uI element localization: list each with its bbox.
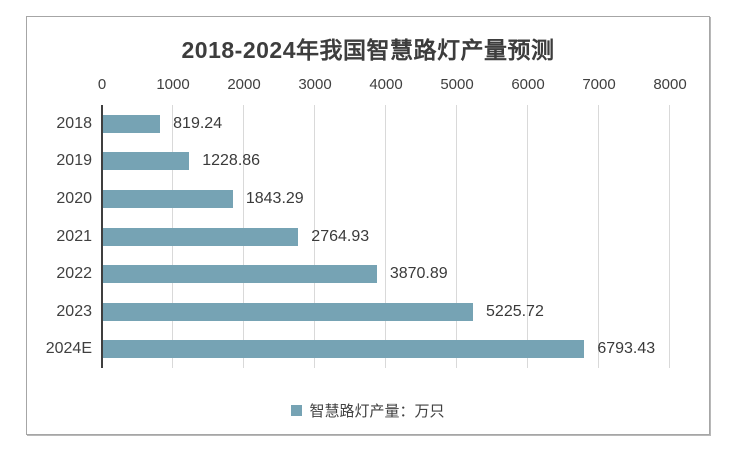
category-label: 2022 (56, 265, 92, 283)
bar-row: 2021 2764.93 (56, 218, 670, 256)
value-label: 1843.29 (245, 189, 304, 207)
bar-row: 2020 1843.29 (56, 180, 670, 218)
x-tick-label: 4000 (369, 76, 403, 93)
x-tick-label: 2000 (227, 76, 261, 93)
plot-area: 2018 819.24 2019 1228.86 2020 1843.29 2021 2764… (46, 76, 687, 368)
x-tick-label: 7000 (582, 76, 616, 93)
value-label: 1228.86 (202, 152, 261, 170)
bar-row: 2019 1228.86 (56, 143, 670, 181)
category-label: 2020 (56, 189, 92, 207)
bar-row: 2022 3870.89 (56, 255, 670, 293)
value-label: 5225.72 (486, 302, 544, 320)
x-tick-label: 6000 (511, 76, 545, 93)
x-tick-label: 1000 (156, 76, 190, 93)
gridline (314, 105, 315, 368)
legend: 智慧路灯产量：万只 (27, 400, 709, 421)
chart-title: 2018-2024年我国智慧路灯产量预测 (181, 37, 555, 63)
bar (102, 227, 299, 246)
bar-rows: 2018 819.24 2019 1228.86 2020 1843.29 2021 2764… (46, 105, 670, 368)
bar (102, 114, 161, 133)
bar (102, 302, 474, 321)
category-label: 2019 (56, 152, 92, 170)
category-label: 2024E (45, 340, 92, 358)
y-axis-line (101, 105, 103, 368)
bar (102, 340, 585, 359)
legend-label: 智慧路灯产量：万只 (309, 403, 445, 420)
gridline (527, 105, 528, 368)
x-tick-label: 0 (97, 76, 107, 93)
x-tick-label: 3000 (298, 76, 332, 93)
gridline (456, 105, 457, 368)
bar-row: 2023 5225.72 (56, 293, 670, 331)
gridline (669, 105, 670, 368)
category-label: 2021 (56, 227, 92, 245)
category-label: 2018 (56, 114, 92, 132)
bar (102, 152, 190, 171)
value-label: 6793.43 (597, 340, 656, 358)
value-label: 3870.89 (389, 265, 448, 283)
bar (102, 265, 377, 284)
chart-card: 2018-2024年我国智慧路灯产量预测 2018 819.24 2019 1228.… (26, 16, 710, 435)
gridline (598, 105, 599, 368)
bar-row: 2018 819.24 (56, 105, 670, 143)
x-tick-label: 5000 (440, 76, 474, 93)
value-label: 2764.93 (311, 227, 370, 245)
x-tick-label: 8000 (653, 76, 687, 93)
bar-row: 2024E 6793.43 (46, 330, 670, 368)
category-label: 2023 (56, 302, 92, 320)
bar (102, 189, 233, 208)
legend-swatch-icon (291, 405, 303, 416)
value-label: 819.24 (173, 114, 223, 132)
gridline (385, 105, 386, 368)
